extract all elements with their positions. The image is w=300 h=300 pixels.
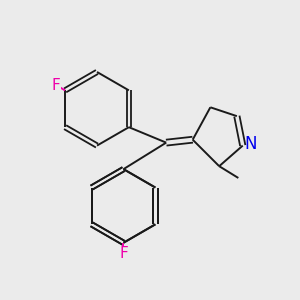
- Text: F: F: [52, 78, 61, 93]
- Text: F: F: [119, 246, 128, 261]
- Text: N: N: [245, 135, 257, 153]
